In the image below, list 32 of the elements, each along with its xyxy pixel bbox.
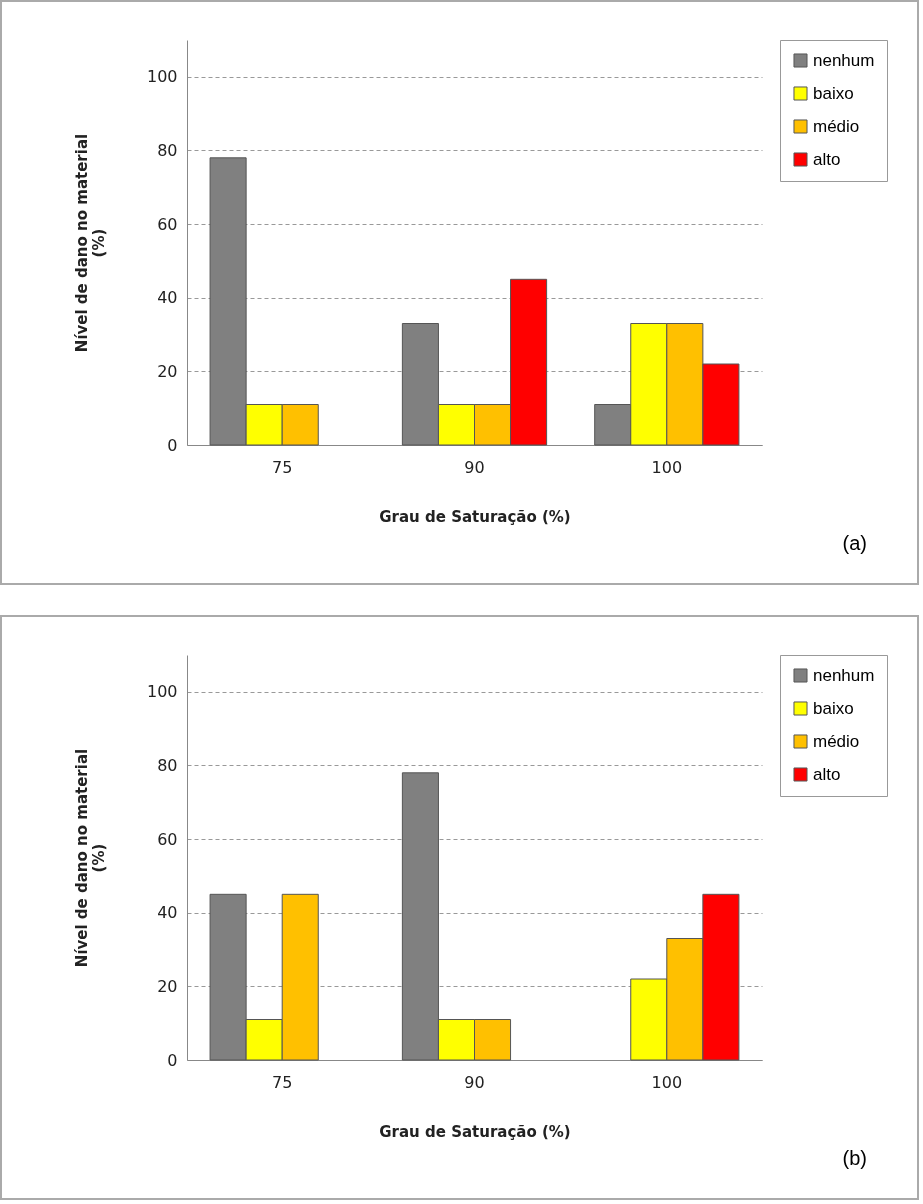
x-tick-label: 90 xyxy=(464,1072,485,1092)
y-tick-label: 100 xyxy=(146,67,178,87)
y-tick-label: 60 xyxy=(157,829,178,849)
y-tick-label: 60 xyxy=(157,214,178,234)
legend-label: nenhum xyxy=(813,665,875,685)
text: (a) xyxy=(842,532,867,555)
legend-label: baixo xyxy=(813,698,854,718)
x-tick-label: 90 xyxy=(464,457,485,477)
y-axis-title: Nível de dano no material (%) xyxy=(72,133,108,353)
x-axis-title: Grau de Saturação (%) xyxy=(379,1122,571,1141)
x-tick-label: 100 xyxy=(651,1072,683,1092)
y-axis-title: Nível de dano no material (%) xyxy=(72,748,108,968)
y-tick-label: 0 xyxy=(167,435,178,455)
legend-label: médio xyxy=(813,731,860,751)
legend-label: médio xyxy=(813,116,860,136)
y-tick-label: 40 xyxy=(157,903,178,923)
x-tick-label: 75 xyxy=(272,1072,293,1092)
y-tick-label: 40 xyxy=(157,288,178,308)
legend-label: alto xyxy=(813,764,841,784)
y-tick-label: 80 xyxy=(157,140,178,160)
text: (b) xyxy=(842,1147,867,1170)
y-tick-label: 20 xyxy=(157,361,178,381)
y-tick-label: 80 xyxy=(157,755,178,775)
y-tick-label: 20 xyxy=(157,976,178,996)
x-axis-title: Grau de Saturação (%) xyxy=(379,507,571,526)
x-tick-label: 100 xyxy=(651,457,683,477)
legend-label: baixo xyxy=(813,83,854,103)
y-tick-label: 100 xyxy=(146,682,178,702)
y-tick-label: 0 xyxy=(167,1050,178,1070)
x-tick-label: 75 xyxy=(272,457,293,477)
legend-label: alto xyxy=(813,149,841,169)
legend-label: nenhum xyxy=(813,50,875,70)
